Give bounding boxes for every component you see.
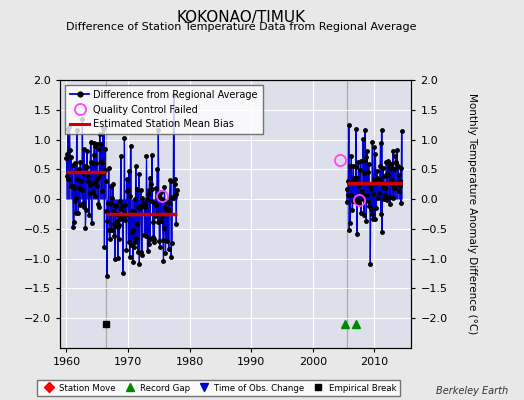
Text: KOKONAO/TIMUK: KOKONAO/TIMUK [177, 10, 305, 25]
Legend: Station Move, Record Gap, Time of Obs. Change, Empirical Break: Station Move, Record Gap, Time of Obs. C… [37, 380, 400, 396]
Y-axis label: Monthly Temperature Anomaly Difference (°C): Monthly Temperature Anomaly Difference (… [467, 93, 477, 335]
Text: Difference of Station Temperature Data from Regional Average: Difference of Station Temperature Data f… [66, 22, 416, 32]
Text: Berkeley Earth: Berkeley Earth [436, 386, 508, 396]
